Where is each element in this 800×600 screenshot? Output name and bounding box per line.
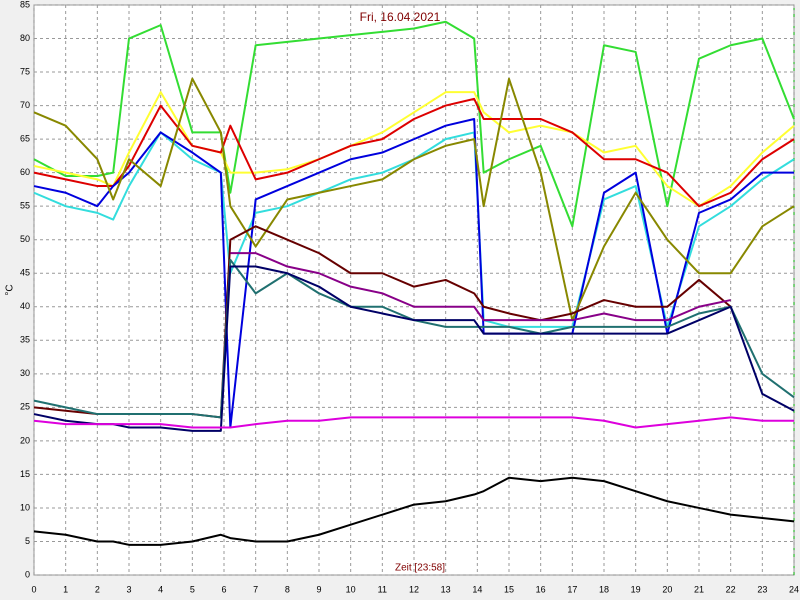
x-tick-label: 23 [757, 584, 767, 594]
x-tick-label: 22 [726, 584, 736, 594]
x-tick-label: 2 [95, 584, 100, 594]
x-tick-label: 20 [662, 584, 672, 594]
y-tick-label: 75 [20, 66, 30, 76]
y-tick-label: 70 [20, 100, 30, 110]
y-tick-label: 15 [20, 469, 30, 479]
x-tick-label: 16 [536, 584, 546, 594]
series-line [33, 265, 795, 432]
x-tick-label: 1 [63, 584, 68, 594]
y-tick-label: 45 [20, 268, 30, 278]
series-line [33, 476, 795, 546]
x-tick-label: 14 [472, 584, 482, 594]
x-tick-label: 19 [631, 584, 641, 594]
series-line [33, 77, 795, 322]
x-tick-label: 12 [409, 584, 419, 594]
y-tick-label: 0 [25, 569, 30, 579]
y-tick-label: 5 [25, 536, 30, 546]
y-tick-label: 85 [20, 0, 30, 9]
y-tick-label: 20 [20, 435, 30, 445]
y-tick-label: 35 [20, 335, 30, 345]
x-tick-label: 24 [789, 584, 799, 594]
y-tick-label: 80 [20, 33, 30, 43]
x-tick-label: 6 [221, 584, 226, 594]
y-tick-label: 50 [20, 234, 30, 244]
y-tick-label: 25 [20, 402, 30, 412]
x-tick-label: 15 [504, 584, 514, 594]
y-tick-label: 30 [20, 368, 30, 378]
x-tick-label: 13 [441, 584, 451, 594]
x-tick-label: 4 [158, 584, 163, 594]
series-line [33, 258, 795, 419]
x-tick-label: 8 [285, 584, 290, 594]
y-tick-label: 10 [20, 502, 30, 512]
x-tick-label: 18 [599, 584, 609, 594]
series-line [33, 416, 794, 429]
chart-title: Fri, 16.04.2021 [360, 10, 441, 24]
x-tick-label: 11 [378, 584, 387, 594]
y-tick-label: 55 [20, 201, 30, 211]
y-tick-label: 40 [20, 301, 30, 311]
x-tick-label: 0 [31, 584, 36, 594]
series-line [33, 20, 795, 228]
x-tick-label: 5 [190, 584, 195, 594]
y-axis-label: °C [5, 284, 16, 295]
x-axis-label: Zeit [23:58] [395, 563, 445, 574]
x-tick-label: 17 [567, 584, 577, 594]
x-tick-label: 7 [253, 584, 258, 594]
x-tick-label: 10 [346, 584, 356, 594]
y-tick-label: 60 [20, 167, 30, 177]
x-tick-label: 9 [316, 584, 321, 594]
x-tick-label: 21 [694, 584, 704, 594]
series-line [33, 97, 795, 208]
series-line [230, 252, 731, 322]
y-tick-label: 65 [20, 133, 30, 143]
series-line [33, 118, 794, 429]
x-tick-label: 3 [126, 584, 131, 594]
